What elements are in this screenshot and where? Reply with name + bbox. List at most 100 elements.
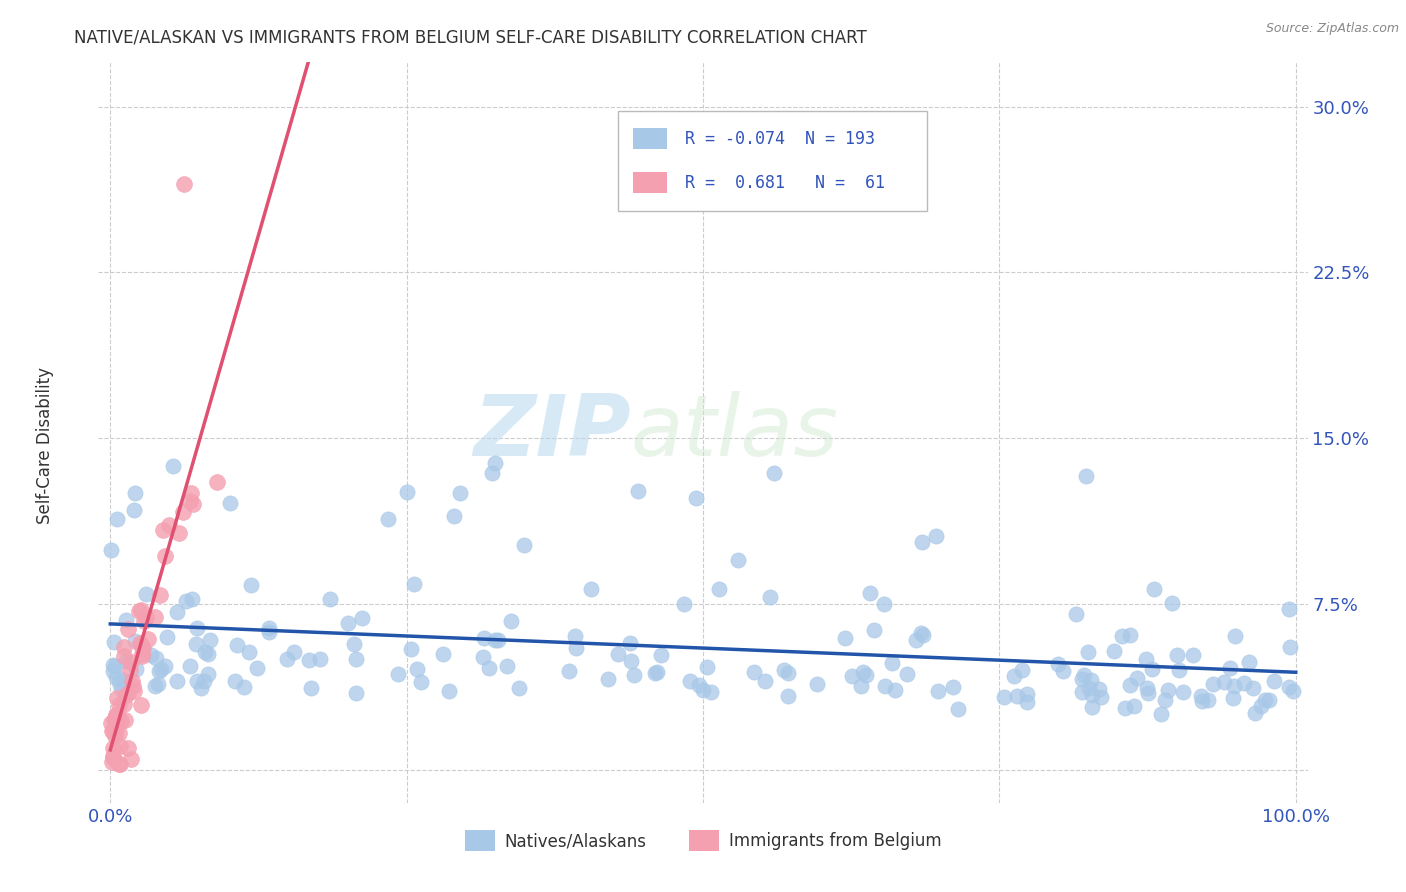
Point — [197, 666, 219, 681]
Point — [172, 505, 194, 519]
Point — [606, 647, 628, 661]
Point — [758, 590, 780, 604]
Point — [180, 486, 202, 500]
Point — [432, 647, 454, 661]
Point — [883, 682, 905, 697]
Point — [1114, 701, 1136, 715]
Point — [896, 666, 918, 681]
Point — [179, 493, 201, 508]
Point — [238, 645, 260, 659]
Point — [486, 632, 509, 647]
Point — [246, 661, 269, 675]
Point — [1119, 678, 1142, 692]
Point — [118, 663, 141, 677]
Point — [1153, 693, 1175, 707]
Point — [148, 664, 170, 678]
Point — [145, 650, 167, 665]
Point — [131, 647, 153, 661]
Point — [179, 659, 201, 673]
Point — [1088, 681, 1111, 696]
Point — [240, 578, 263, 592]
Text: Self-Care Disability: Self-Care Disability — [37, 368, 53, 524]
Point — [121, 679, 143, 693]
Point — [762, 467, 785, 481]
Point — [186, 673, 208, 688]
Point — [1233, 676, 1256, 690]
Point — [1281, 684, 1303, 698]
Point — [1219, 660, 1241, 674]
Point — [107, 710, 129, 724]
Text: Source: ZipAtlas.com: Source: ZipAtlas.com — [1265, 22, 1399, 36]
Point — [754, 673, 776, 688]
Point — [101, 657, 124, 672]
FancyBboxPatch shape — [619, 111, 927, 211]
Text: NATIVE/ALASKAN VS IMMIGRANTS FROM BELGIUM SELF-CARE DISABILITY CORRELATION CHART: NATIVE/ALASKAN VS IMMIGRANTS FROM BELGIU… — [75, 29, 868, 47]
Point — [308, 652, 330, 666]
Point — [1081, 699, 1104, 714]
Point — [1140, 662, 1163, 676]
Point — [103, 634, 125, 648]
Point — [1223, 679, 1246, 693]
Point — [150, 661, 173, 675]
Point — [1202, 677, 1225, 691]
Point — [344, 686, 367, 700]
Point — [855, 668, 877, 682]
Point — [472, 649, 495, 664]
Point — [112, 648, 135, 663]
Point — [105, 690, 128, 705]
Point — [852, 665, 875, 679]
Point — [1166, 648, 1188, 662]
Point — [103, 723, 125, 737]
Point — [1005, 690, 1028, 704]
Point — [108, 698, 131, 713]
Point — [508, 681, 530, 695]
Point — [105, 718, 128, 732]
Point — [1241, 681, 1264, 695]
Point — [484, 632, 506, 647]
Point — [387, 666, 409, 681]
Point — [851, 679, 873, 693]
Point — [402, 577, 425, 591]
Point — [114, 613, 136, 627]
Point — [104, 724, 127, 739]
Point — [1011, 664, 1033, 678]
Legend: Natives/Alaskans, Immigrants from Belgium: Natives/Alaskans, Immigrants from Belgiu… — [458, 823, 948, 857]
Point — [115, 654, 138, 668]
Point — [153, 659, 176, 673]
Point — [114, 713, 136, 727]
Point — [1137, 685, 1160, 699]
Point — [1173, 685, 1195, 699]
Point — [1258, 693, 1281, 707]
Point — [117, 740, 139, 755]
Point — [834, 631, 856, 645]
Point — [1015, 695, 1038, 709]
Point — [1135, 652, 1157, 666]
Point — [181, 591, 204, 606]
Point — [124, 634, 146, 648]
Text: atlas: atlas — [630, 391, 838, 475]
Point — [744, 665, 766, 679]
Point — [173, 177, 195, 191]
Point — [841, 669, 863, 683]
Point — [596, 672, 619, 686]
Point — [474, 631, 496, 645]
Point — [110, 714, 132, 728]
Point — [197, 647, 219, 661]
Point — [406, 662, 429, 676]
Point — [110, 739, 132, 754]
Point — [135, 587, 157, 601]
Point — [924, 529, 946, 543]
Point — [105, 707, 128, 722]
Point — [121, 673, 143, 688]
Point — [411, 674, 433, 689]
Point — [129, 603, 152, 617]
Point — [108, 756, 131, 771]
Point — [778, 689, 800, 703]
Point — [1237, 655, 1260, 669]
Point — [100, 723, 122, 738]
Point — [112, 640, 135, 655]
Point — [104, 712, 127, 726]
Point — [198, 633, 221, 648]
Point — [166, 673, 188, 688]
Point — [100, 543, 122, 558]
